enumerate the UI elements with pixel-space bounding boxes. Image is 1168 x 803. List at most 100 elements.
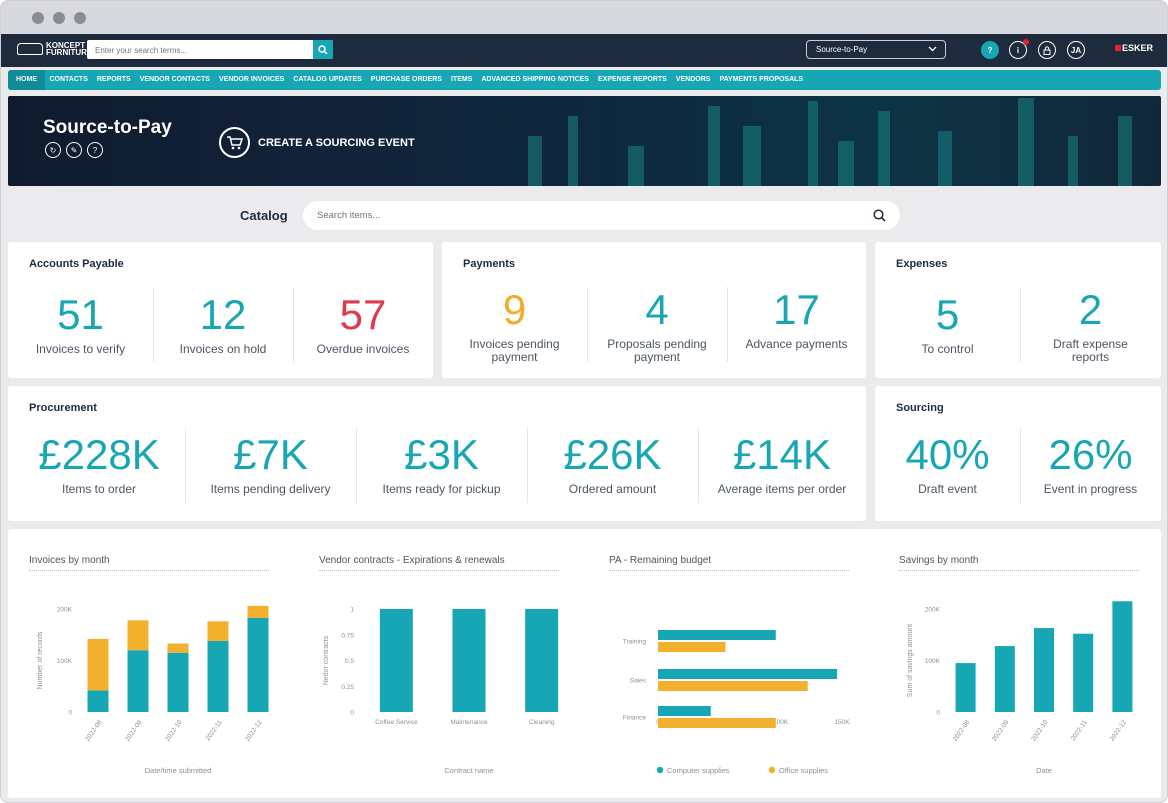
divider <box>527 428 528 503</box>
main-nav: HOME CONTACTS REPORTS VENDOR CONTACTS VE… <box>8 70 1161 90</box>
kpi-invoices-to-verify[interactable]: 51 Invoices to verify <box>8 291 153 356</box>
edit-icon[interactable]: ✎ <box>66 142 82 158</box>
invoices-by-month-chart[interactable]: 0 100K 200K 2022-08 2022-09 2022-10 2022-11 202… <box>22 597 292 787</box>
bar <box>207 640 229 712</box>
nav-catalog-updates[interactable]: CATALOG UPDATES <box>293 76 362 83</box>
divider <box>153 287 154 362</box>
x-tick-label: 2022-09 <box>991 719 1011 743</box>
expenses-card: Expenses 5 To control 2 Draft expense re… <box>875 242 1161 378</box>
nav-home[interactable]: HOME <box>8 70 45 90</box>
nav-contacts[interactable]: CONTACTS <box>49 76 88 83</box>
bar <box>658 630 776 640</box>
kpi-items-pending-delivery[interactable]: £7K Items pending delivery <box>185 431 356 496</box>
nav-vendor-invoices[interactable]: VENDOR INVOICES <box>218 76 285 83</box>
kpi-label: To control <box>921 342 974 356</box>
nav-payments-proposals[interactable]: PAYMENTS PROPOSALS <box>719 76 804 83</box>
card-title: Procurement <box>29 402 97 414</box>
kpi-value: £7K <box>233 431 308 478</box>
banner-actions: ↻ ✎ ? <box>45 142 103 158</box>
refresh-icon[interactable]: ↻ <box>45 142 61 158</box>
kpi-invoices-pending-payment[interactable]: 9 Invoices pending payment <box>442 289 587 364</box>
savings-by-month-chart[interactable]: 0 100K 200K 2022-08 2022-09 2022-10 2022-11 202… <box>892 597 1154 787</box>
kpi-value: 51 <box>57 291 104 338</box>
user-avatar[interactable]: JA <box>1067 41 1085 59</box>
nav-vendors[interactable]: VENDORS <box>675 76 711 83</box>
info-icon: i <box>1016 45 1020 55</box>
x-tick-label: 2022-11 <box>204 719 223 742</box>
kpi-label: Draft event <box>918 482 977 496</box>
kpi-proposals-pending-payment[interactable]: 4 Proposals pending payment <box>587 289 727 364</box>
remaining-budget-chart[interactable]: 050K100K150KTrainingSalesFinanceComputer… <box>602 597 872 787</box>
divider <box>698 428 699 503</box>
kpi-label: Event in progress <box>1043 482 1138 496</box>
chart-title-rule <box>609 570 849 571</box>
nav-purchase-orders[interactable]: PURCHASE ORDERS <box>370 76 442 83</box>
help-button[interactable]: ? <box>981 41 999 59</box>
page-title: Source-to-Pay <box>43 117 172 138</box>
kpi-to-control[interactable]: 5 To control <box>875 291 1020 356</box>
kpi-label: Ordered amount <box>568 482 657 496</box>
payments-card: Payments 9 Invoices pending payment 4 Pr… <box>442 242 866 378</box>
help-icon[interactable]: ? <box>87 142 103 158</box>
chart-title-rule <box>29 570 269 571</box>
y-tick-label: 0 <box>936 710 940 717</box>
search-icon[interactable] <box>873 209 886 222</box>
x-tick-label: Cleaning <box>529 719 555 726</box>
kpi-advance-payments[interactable]: 17 Advance payments <box>727 289 866 351</box>
bar <box>994 646 1015 712</box>
banner-decor <box>708 106 720 186</box>
global-search-input[interactable] <box>87 41 311 60</box>
nav-advanced-shipping-notices[interactable]: ADVANCED SHIPPING NOTICES <box>481 76 589 83</box>
accounts-payable-card: Accounts Payable 51 Invoices to verify 1… <box>8 242 433 378</box>
card-title: Sourcing <box>896 402 944 414</box>
legend-label: Computer supplies <box>667 766 730 775</box>
x-axis-label: Date <box>1036 766 1052 775</box>
catalog-search-input[interactable] <box>303 201 843 230</box>
bar <box>1034 628 1054 712</box>
minimize-window-dot[interactable] <box>53 12 65 24</box>
bar <box>658 669 838 679</box>
kpi-invoices-on-hold[interactable]: 12 Invoices on hold <box>153 294 293 356</box>
nav-items[interactable]: ITEMS <box>450 76 473 83</box>
y-tick-label: Training <box>623 639 647 646</box>
kpi-value: 5 <box>935 291 960 338</box>
notifications-button[interactable]: i <box>1009 39 1029 59</box>
kpi-value: 40% <box>905 431 990 478</box>
kpi-ordered-amount[interactable]: £26K Ordered amount <box>527 434 698 496</box>
search-button[interactable] <box>313 40 333 59</box>
kpi-average-items-per-order[interactable]: £14K Average items per order <box>698 434 866 496</box>
chart-title-invoices-by-month: Invoices by month <box>29 555 110 566</box>
nav-vendor-contacts[interactable]: VENDOR CONTACTS <box>139 76 210 83</box>
maximize-window-dot[interactable] <box>74 12 86 24</box>
x-tick-label: 150K <box>834 719 850 726</box>
card-title: Payments <box>463 258 515 270</box>
banner-decor <box>1118 116 1132 186</box>
nav-expense-reports[interactable]: EXPENSE REPORTS <box>597 76 667 83</box>
kpi-draft-event[interactable]: 40% Draft event <box>875 431 1020 496</box>
kpi-label: Items pending delivery <box>210 482 331 496</box>
search-icon <box>318 44 328 55</box>
kpi-event-in-progress[interactable]: 26% Event in progress <box>1020 434 1161 496</box>
y-tick-label: 200K <box>57 607 73 614</box>
y-tick-label: 0.25 <box>341 684 354 691</box>
role-select[interactable]: Source-to-Pay <box>806 40 946 59</box>
kpi-overdue-invoices[interactable]: 57 Overdue invoices <box>293 294 433 356</box>
kpi-label: Items to order <box>61 482 137 496</box>
bar <box>955 663 976 712</box>
kpi-draft-expense-reports[interactable]: 2 Draft expense reports <box>1020 289 1161 364</box>
kpi-label: Average items per order <box>717 482 847 496</box>
bar <box>379 609 413 712</box>
vendor-contracts-chart[interactable]: 0 0.25 0.5 0.75 1 Coffee Service Maintenance Cl… <box>312 597 582 787</box>
kpi-items-ready-for-pickup[interactable]: £3K Items ready for pickup <box>356 434 527 496</box>
bar <box>658 706 711 716</box>
lock-button[interactable] <box>1038 41 1056 59</box>
banner-decor <box>1068 136 1078 186</box>
kpi-items-to-order[interactable]: £228K Items to order <box>13 434 185 496</box>
bar <box>658 718 776 728</box>
nav-reports[interactable]: REPORTS <box>96 76 131 83</box>
kpi-label-line2: payment <box>633 350 681 364</box>
x-tick-label: 2022-12 <box>1109 719 1129 743</box>
company-logo[interactable]: KONCEPT FURNITURE <box>17 42 92 57</box>
create-sourcing-event-button[interactable]: CREATE A SOURCING EVENT <box>219 127 415 158</box>
close-window-dot[interactable] <box>32 12 44 24</box>
